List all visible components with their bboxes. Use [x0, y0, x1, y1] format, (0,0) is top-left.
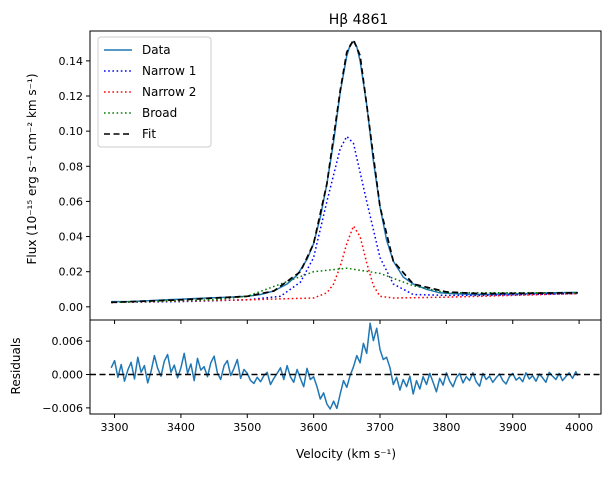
main-series-fit	[111, 38, 578, 304]
resid-series-residuals	[110, 322, 579, 410]
y-axis-label-main: Flux (10⁻¹⁵ erg s⁻¹ cm⁻² km s⁻¹)	[25, 73, 39, 264]
legend-label-data: Data	[142, 43, 171, 57]
main-series-narrow-1	[111, 135, 578, 304]
main-y-tick-label: 0.12	[59, 90, 84, 103]
y-axis-label-residuals: Residuals	[9, 338, 23, 395]
main-y-tick-label: 0.04	[59, 231, 84, 244]
x-axis-label: Velocity (km s⁻¹)	[296, 447, 396, 461]
main-series-broad	[111, 267, 578, 304]
resid-y-tick-label: −0.006	[42, 402, 83, 415]
legend-label-narrow-2: Narrow 2	[142, 85, 196, 99]
legend-label-broad: Broad	[142, 106, 177, 120]
x-tick-label: 3600	[300, 421, 328, 434]
residuals-panel: 3300 3400 3500 3600 3700 3800 3900 4000 −0.006 0.…	[42, 319, 602, 434]
x-tick-label: 3800	[432, 421, 460, 434]
main-y-tick-label: 0.00	[59, 301, 84, 314]
resid-series-group	[90, 322, 601, 410]
main-y-tick-label: 0.14	[59, 55, 84, 68]
legend: Data Narrow 1 Narrow 2 Broad Fit	[97, 36, 212, 148]
legend-label-fit: Fit	[142, 127, 156, 141]
main-y-tick-label: 0.02	[59, 266, 84, 279]
chart-title: Hβ 4861	[329, 12, 389, 28]
resid-axes-frame	[89, 319, 602, 415]
main-y-tick-label: 0.10	[59, 125, 84, 138]
main-panel: 0.00 0.02 0.04 0.06 0.08 0.10 0.12 0.14	[59, 30, 602, 324]
resid-y-tick-label: 0.006	[52, 335, 84, 348]
main-y-tick-label: 0.08	[59, 160, 84, 173]
main-series-narrow-2	[111, 225, 578, 304]
x-tick-label: 3700	[366, 421, 394, 434]
main-series-group	[111, 38, 578, 304]
x-tick-label: 3300	[101, 421, 129, 434]
resid-y-tick-label: 0.000	[52, 369, 84, 382]
x-tick-label: 3400	[167, 421, 195, 434]
main-y-tick-label: 0.06	[59, 195, 84, 208]
legend-label-narrow-1: Narrow 1	[142, 64, 196, 78]
legend-frame	[97, 36, 212, 148]
x-tick-label: 4000	[565, 421, 593, 434]
x-tick-label: 3500	[233, 421, 261, 434]
x-tick-label: 3900	[499, 421, 527, 434]
